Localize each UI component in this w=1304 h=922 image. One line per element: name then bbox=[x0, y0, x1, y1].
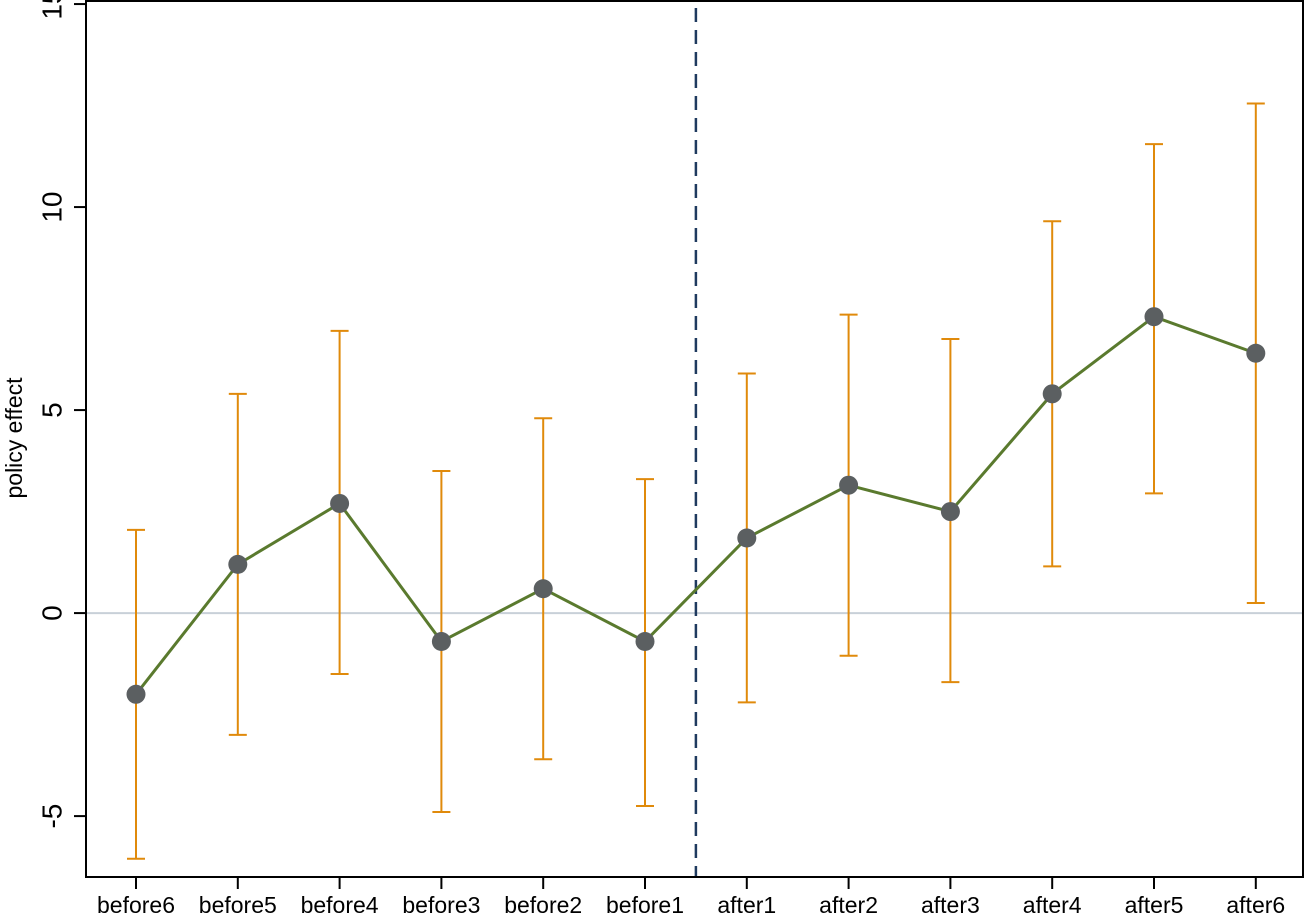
data-point bbox=[940, 502, 960, 522]
y-tick-label: 15 bbox=[36, 0, 67, 20]
data-point bbox=[126, 684, 146, 704]
x-tick-label: after4 bbox=[1023, 892, 1082, 918]
x-tick-label: after3 bbox=[921, 892, 980, 918]
data-point bbox=[635, 632, 655, 652]
x-tick-label: before1 bbox=[606, 892, 684, 918]
data-point bbox=[1042, 384, 1062, 404]
data-point bbox=[1144, 307, 1164, 327]
data-point bbox=[737, 528, 757, 548]
data-point bbox=[431, 632, 451, 652]
x-tick-label: before3 bbox=[402, 892, 480, 918]
x-tick-label: before2 bbox=[504, 892, 582, 918]
x-tick-label: after2 bbox=[819, 892, 878, 918]
axes: -5 0 5 10 15 before6 before5 before4 before3 befo… bbox=[36, 0, 1304, 918]
series-line bbox=[134, 315, 1257, 696]
data-point bbox=[330, 493, 350, 513]
y-axis-label: policy effect bbox=[1, 377, 27, 499]
plot-area bbox=[86, 8, 1304, 877]
data-point bbox=[1246, 343, 1266, 363]
y-tick-label: 10 bbox=[36, 191, 67, 222]
x-tick-label: after5 bbox=[1125, 892, 1184, 918]
y-tick-label: 5 bbox=[36, 402, 67, 418]
plot-frame bbox=[85, 0, 1304, 878]
x-tick-label: before5 bbox=[199, 892, 277, 918]
x-tick-label: after6 bbox=[1226, 892, 1285, 918]
y-tick-label: 0 bbox=[36, 605, 67, 621]
x-tick-label: before6 bbox=[97, 892, 175, 918]
data-point bbox=[839, 475, 859, 495]
data-point bbox=[533, 579, 553, 599]
x-tick-label: before4 bbox=[301, 892, 379, 918]
data-point bbox=[228, 554, 248, 574]
x-tick-label: after1 bbox=[717, 892, 776, 918]
y-tick-label: -5 bbox=[36, 804, 67, 829]
